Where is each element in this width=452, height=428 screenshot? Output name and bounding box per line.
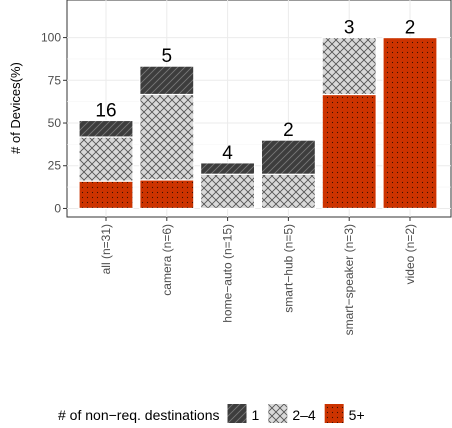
- legend-label: 2–4: [292, 407, 316, 423]
- bar-count-label: 16: [95, 100, 116, 121]
- bar-count-label: 2: [405, 18, 416, 39]
- y-tick-label: 50: [48, 116, 62, 130]
- bar-segment: [200, 173, 256, 210]
- bar-segment: [260, 139, 316, 175]
- bars: [78, 36, 438, 210]
- bar-segment: [78, 136, 134, 182]
- y-tick-label: 0: [54, 201, 61, 215]
- bar-count-label: 4: [222, 143, 233, 164]
- y-axis: 0 25 50 75 100: [41, 31, 67, 215]
- legend-key: [227, 404, 247, 423]
- bar-segment: [139, 65, 195, 96]
- x-axis: all (n=31) camera (n=6) home−auto (n=15) sm…: [99, 217, 417, 335]
- bar-segment: [78, 180, 134, 210]
- bar-segment: [139, 93, 195, 181]
- legend: # of non−req. destinations 1 2–4 5+: [58, 404, 365, 423]
- x-tick-label: all (n=31): [99, 224, 113, 274]
- bar-segment: [321, 93, 377, 210]
- bar-count-label: 5: [162, 46, 173, 67]
- legend-label: 5+: [349, 407, 365, 423]
- bar-segment: [200, 162, 256, 175]
- x-tick-label: home−auto (n=15): [221, 224, 235, 323]
- bar-labels: 16 5 4 2 3 2: [95, 18, 415, 164]
- y-tick-label: 25: [48, 159, 62, 173]
- legend-key: [268, 404, 288, 423]
- bar-segment: [382, 36, 438, 210]
- x-tick-label: video (n=2): [403, 224, 417, 284]
- bar-count-label: 3: [344, 18, 355, 39]
- legend-title: # of non−req. destinations: [58, 407, 220, 423]
- legend-key: [324, 404, 344, 423]
- bar-segment: [139, 179, 195, 210]
- x-tick-label: smart−hub (n=5): [281, 224, 295, 313]
- legend-label: 1: [252, 407, 260, 423]
- bar-segment: [260, 173, 316, 210]
- bar-segment: [321, 36, 377, 96]
- x-tick-label: camera (n=6): [160, 224, 174, 296]
- bar-count-label: 2: [283, 120, 294, 141]
- bar-segment: [78, 119, 134, 138]
- x-tick-label: smart−speaker (n=3): [342, 224, 356, 335]
- y-tick-label: 100: [41, 31, 61, 45]
- y-tick-label: 75: [48, 73, 62, 87]
- y-axis-title: # of Devices(%): [8, 62, 23, 154]
